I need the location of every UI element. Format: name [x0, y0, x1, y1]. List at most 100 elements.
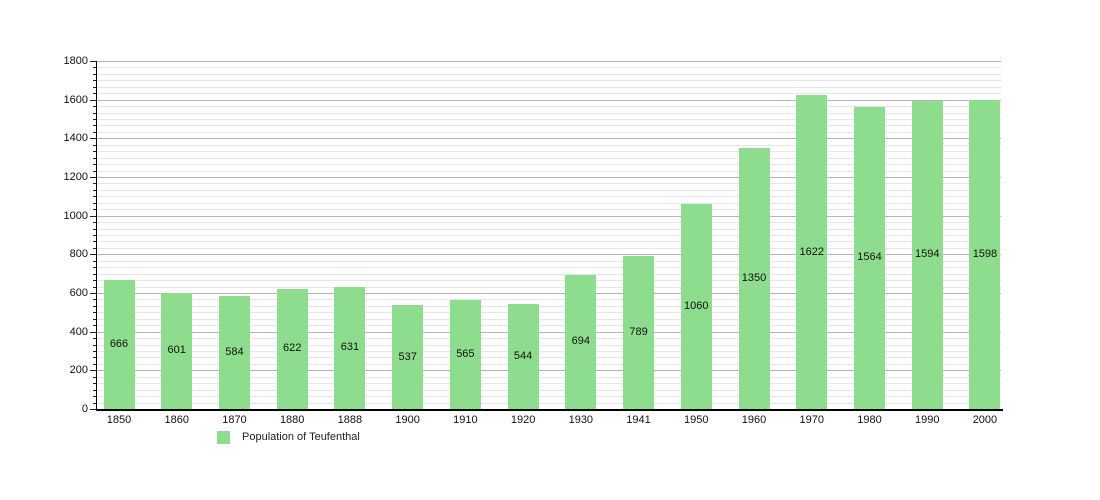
y-axis-tick — [93, 113, 97, 114]
y-axis-label: 1000 — [63, 209, 88, 222]
minor-gridline — [97, 338, 1001, 339]
major-gridline — [97, 177, 1001, 178]
y-axis-tick — [93, 241, 97, 242]
y-axis-label: 1600 — [63, 93, 88, 106]
minor-gridline — [97, 203, 1001, 204]
major-gridline — [97, 332, 1001, 333]
y-axis-tick — [93, 67, 97, 68]
y-axis-tick — [93, 377, 97, 378]
y-axis-tick — [90, 409, 97, 410]
bar-1880: 622 — [276, 288, 308, 409]
minor-gridline — [97, 125, 1001, 126]
x-axis-label: 1970 — [799, 414, 824, 426]
legend-label: Population of Teufenthal — [242, 431, 360, 443]
major-gridline — [97, 138, 1001, 139]
x-axis-label: 1900 — [395, 414, 420, 426]
y-axis-tick — [93, 280, 97, 281]
x-axis-label: 1941 — [626, 414, 651, 426]
major-gridline — [97, 216, 1001, 217]
major-gridline — [97, 61, 1001, 62]
y-axis-tick — [93, 261, 97, 262]
y-axis-tick — [93, 132, 97, 133]
y-axis-tick — [93, 203, 97, 204]
y-axis-tick — [93, 364, 97, 365]
legend: Population of Teufenthal — [217, 431, 360, 444]
minor-gridline — [97, 306, 1001, 307]
y-axis-label: 400 — [69, 325, 88, 338]
y-axis-tick — [93, 248, 97, 249]
y-axis-tick — [93, 229, 97, 230]
minor-gridline — [97, 235, 1001, 236]
bar-value-label: 1564 — [857, 251, 882, 264]
bar-1910: 565 — [449, 299, 481, 409]
y-axis-tick — [93, 151, 97, 152]
bar-1920: 544 — [507, 303, 539, 409]
y-axis-tick — [93, 235, 97, 236]
x-axis-line — [95, 409, 1003, 411]
bar-1990: 1594 — [911, 100, 943, 409]
minor-gridline — [97, 351, 1001, 352]
x-axis-label: 1980 — [857, 414, 882, 426]
y-axis-tick — [93, 390, 97, 391]
x-axis-label: 1950 — [684, 414, 709, 426]
y-axis-tick — [93, 125, 97, 126]
y-axis-tick — [93, 351, 97, 352]
y-axis-tick — [93, 80, 97, 81]
minor-gridline — [97, 93, 1001, 94]
bar-value-label: 537 — [398, 350, 417, 363]
y-axis-tick — [90, 61, 97, 62]
minor-gridline — [97, 345, 1001, 346]
bar-value-label: 1060 — [684, 300, 709, 313]
y-axis-tick — [93, 87, 97, 88]
minor-gridline — [97, 241, 1001, 242]
y-axis-tick — [93, 319, 97, 320]
y-axis-tick — [93, 190, 97, 191]
minor-gridline — [97, 280, 1001, 281]
minor-gridline — [97, 396, 1001, 397]
bar-value-label: 622 — [283, 342, 302, 355]
minor-gridline — [97, 74, 1001, 75]
minor-gridline — [97, 151, 1001, 152]
bar-1980: 1564 — [853, 106, 885, 409]
y-axis-tick — [93, 209, 97, 210]
y-axis-tick — [93, 306, 97, 307]
y-axis-tick — [93, 145, 97, 146]
minor-gridline — [97, 158, 1001, 159]
bar-value-label: 666 — [109, 338, 129, 351]
y-axis-tick — [90, 254, 97, 255]
minor-gridline — [97, 119, 1001, 120]
minor-gridline — [97, 403, 1001, 404]
bar-1960: 1350 — [738, 148, 770, 409]
minor-gridline — [97, 267, 1001, 268]
bar-value-label: 789 — [629, 326, 648, 339]
minor-gridline — [97, 274, 1001, 275]
y-axis-tick — [93, 287, 97, 288]
y-axis-tick — [93, 164, 97, 165]
bar-1870: 584 — [218, 296, 250, 409]
y-axis-label: 1800 — [63, 55, 88, 67]
y-axis-tick — [93, 74, 97, 75]
minor-gridline — [97, 299, 1001, 300]
bar-1860: 601 — [161, 292, 193, 409]
minor-gridline — [97, 261, 1001, 262]
minor-gridline — [97, 364, 1001, 365]
minor-gridline — [97, 67, 1001, 68]
minor-gridline — [97, 190, 1001, 191]
bar-1941: 789 — [623, 256, 655, 409]
minor-gridline — [97, 248, 1001, 249]
minor-gridline — [97, 319, 1001, 320]
minor-gridline — [97, 312, 1001, 313]
y-axis-tick — [93, 383, 97, 384]
bar-value-label: 544 — [513, 349, 533, 362]
bar-value-label: 601 — [167, 344, 186, 357]
y-axis-tick — [93, 299, 97, 300]
y-axis-tick — [93, 158, 97, 159]
bar-value-label: 565 — [456, 347, 475, 360]
bar-1970: 1622 — [796, 95, 828, 409]
x-axis-label: 1850 — [106, 414, 132, 426]
x-axis-label: 1880 — [279, 414, 305, 426]
y-axis-label: 200 — [69, 364, 88, 377]
bar-value-label: 694 — [571, 335, 590, 348]
minor-gridline — [97, 325, 1001, 326]
minor-gridline — [97, 390, 1001, 391]
